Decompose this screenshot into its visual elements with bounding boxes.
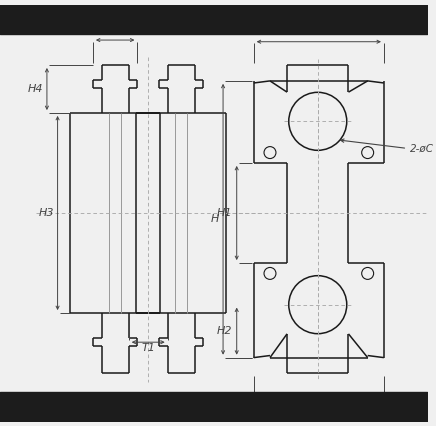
Text: 2-øC: 2-øC (409, 144, 433, 153)
Text: H1: H1 (217, 208, 232, 218)
Text: H4: H4 (28, 84, 44, 94)
Text: H2: H2 (217, 326, 232, 336)
Text: T1: T1 (141, 343, 155, 353)
Text: H3: H3 (39, 208, 54, 218)
Text: W1: W1 (310, 397, 328, 407)
Text: H: H (211, 214, 219, 224)
Text: W: W (313, 27, 324, 37)
Text: T: T (112, 25, 119, 35)
